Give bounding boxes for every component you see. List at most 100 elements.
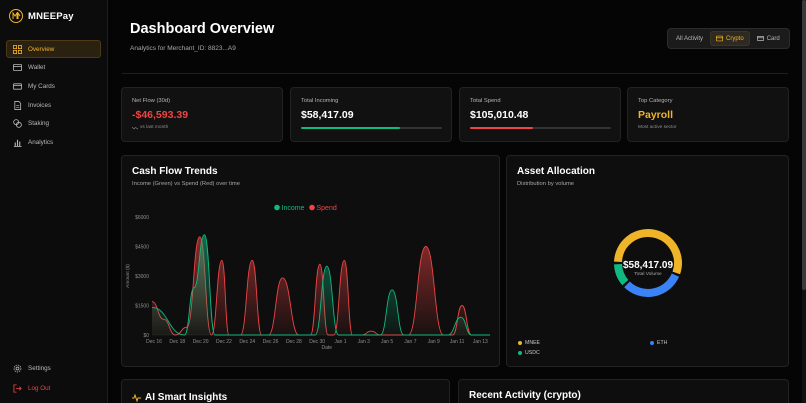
x-tick-label: Dec 30 [309, 339, 325, 345]
stat-foot-text: vs last month [140, 125, 169, 130]
filter-label: Crypto [726, 35, 744, 42]
card-title: AI Smart Insights [132, 392, 227, 403]
filter-card[interactable]: Card [752, 31, 785, 46]
sidebar-item-wallet[interactable]: Wallet [6, 59, 101, 77]
sidebar-item-staking[interactable]: Staking [6, 115, 101, 133]
card-title: Cash Flow Trends [132, 166, 218, 177]
sidebar-item-label: My Cards [28, 82, 55, 90]
logout-icon [13, 383, 22, 393]
x-tick-label: Jan 11 [450, 339, 465, 345]
progress-fill [470, 127, 534, 129]
donut-total: $58,417.09 [622, 260, 674, 271]
stat-value: Payroll [638, 109, 674, 121]
scrollbar-thumb[interactable] [802, 0, 806, 290]
filter-crypto[interactable]: Crypto [710, 31, 750, 46]
card-icon [13, 83, 22, 90]
sidebar-nav: Overview Wallet My Cards Invoices Stakin… [6, 40, 101, 152]
sidebar-item-label: Invoices [28, 101, 52, 109]
legend-eth: ETH [650, 340, 667, 346]
y-tick-label: $6000 [135, 215, 149, 221]
gear-icon [13, 364, 22, 372]
trend-icon [132, 126, 138, 129]
legend-label: USDC [525, 350, 540, 356]
x-tick-label: Jan 5 [381, 339, 393, 345]
filter-all-activity[interactable]: All Activity [671, 31, 708, 46]
sidebar-bottom: Settings Log Out [6, 359, 101, 399]
coins-icon [13, 119, 22, 129]
x-tick-label: Jan 3 [358, 339, 370, 345]
sidebar-item-label: Overview [28, 45, 55, 53]
donut-total-label: Total Volume [634, 272, 662, 277]
stat-incoming: Total Incoming $58,417.09 [290, 87, 452, 142]
progress-fill [301, 127, 400, 129]
legend-label: ETH [657, 340, 668, 346]
stat-label: Total Spend [470, 98, 501, 104]
sidebar-item-logout[interactable]: Log Out [6, 379, 101, 397]
stat-label: Top Category [638, 98, 673, 104]
x-tick-label: Dec 16 [146, 339, 162, 345]
donut-center: $58,417.09 Total Volume [608, 260, 688, 277]
document-icon [14, 100, 22, 110]
x-tick-label: Jan 7 [404, 339, 416, 345]
x-tick-label: Jan 9 [428, 339, 440, 345]
stat-value: -$46,593.39 [132, 109, 189, 121]
legend-dot [650, 341, 654, 345]
progress-track [301, 127, 442, 129]
grid-icon [13, 44, 22, 54]
card-icon [756, 36, 764, 41]
x-tick-label: Jan 13 [473, 339, 488, 345]
sidebar-item-label: Analytics [28, 138, 54, 146]
donut-slice-usdc [614, 263, 629, 286]
x-tick-label: Dec 22 [216, 339, 232, 345]
sidebar-item-invoices[interactable]: Invoices [6, 96, 101, 114]
legend-label: Spend [317, 205, 337, 212]
x-tick-label: Dec 20 [193, 339, 209, 345]
card-subtitle: Income (Green) vs Spend (Red) over time [132, 181, 240, 187]
page-scrollbar[interactable] [802, 0, 806, 403]
cashflow-chart: $0 $1500 $3000 $4500 $6000 Amount ($) Dec 16 De… [125, 204, 490, 351]
allocation-card: Asset Allocation Distribution by volume … [506, 155, 789, 367]
stat-label: Net Flow (30d) [132, 98, 171, 104]
donut-slice-mnee [614, 229, 682, 275]
page-subtitle: Analytics for Merchant_ID: 8823...A9 [130, 45, 236, 52]
x-tick-label: Dec 18 [169, 339, 185, 345]
legend-dot [518, 351, 522, 355]
sidebar: MNEEPay Overview Wallet My Cards Invoice… [0, 0, 108, 403]
y-tick-label: $1500 [135, 304, 149, 310]
main-content: Dashboard Overview Analytics for Merchan… [108, 0, 806, 403]
stat-top-category: Top Category Payroll Most active sector [627, 87, 789, 142]
brand[interactable]: MNEEPay [9, 9, 74, 23]
stat-foot: vs last month [132, 125, 272, 130]
y-tick-label: $4500 [135, 245, 149, 251]
sidebar-item-label: Wallet [28, 64, 46, 72]
allocation-donut [614, 229, 682, 297]
y-tick-label: $0 [143, 333, 149, 339]
legend-dot [274, 204, 280, 211]
brand-name: MNEEPay [28, 10, 74, 22]
series-area-income [152, 234, 490, 335]
y-tick-label: $3000 [135, 274, 149, 280]
card-title: Recent Activity (crypto) [469, 390, 581, 401]
recent-activity-card: Recent Activity (crypto) [458, 379, 789, 403]
sidebar-item-settings[interactable]: Settings [6, 359, 101, 377]
wallet-icon [716, 35, 724, 42]
recent-title: Recent Activity (crypto) [469, 390, 581, 401]
stat-value: $58,417.09 [301, 109, 354, 121]
cashflow-card: Cash Flow Trends Income (Green) vs Spend… [121, 155, 500, 367]
bar-chart-icon [13, 139, 22, 147]
sidebar-item-my-cards[interactable]: My Cards [6, 77, 101, 95]
legend-dot [309, 204, 315, 211]
pulse-icon [132, 393, 141, 402]
sidebar-item-analytics[interactable]: Analytics [6, 133, 101, 151]
stat-label: Total Incoming [301, 98, 339, 104]
sidebar-item-overview[interactable]: Overview [6, 40, 101, 58]
sidebar-item-label: Staking [28, 120, 50, 128]
donut-slice-eth [624, 273, 680, 297]
header-divider [122, 73, 788, 74]
insights-title: AI Smart Insights [145, 392, 228, 403]
sidebar-item-label: Settings [28, 364, 51, 372]
page-title: Dashboard Overview [130, 21, 275, 37]
y-axis-label: Amount ($) [125, 264, 131, 288]
legend-mnee: MNEE [518, 340, 540, 346]
wallet-icon [13, 64, 22, 72]
